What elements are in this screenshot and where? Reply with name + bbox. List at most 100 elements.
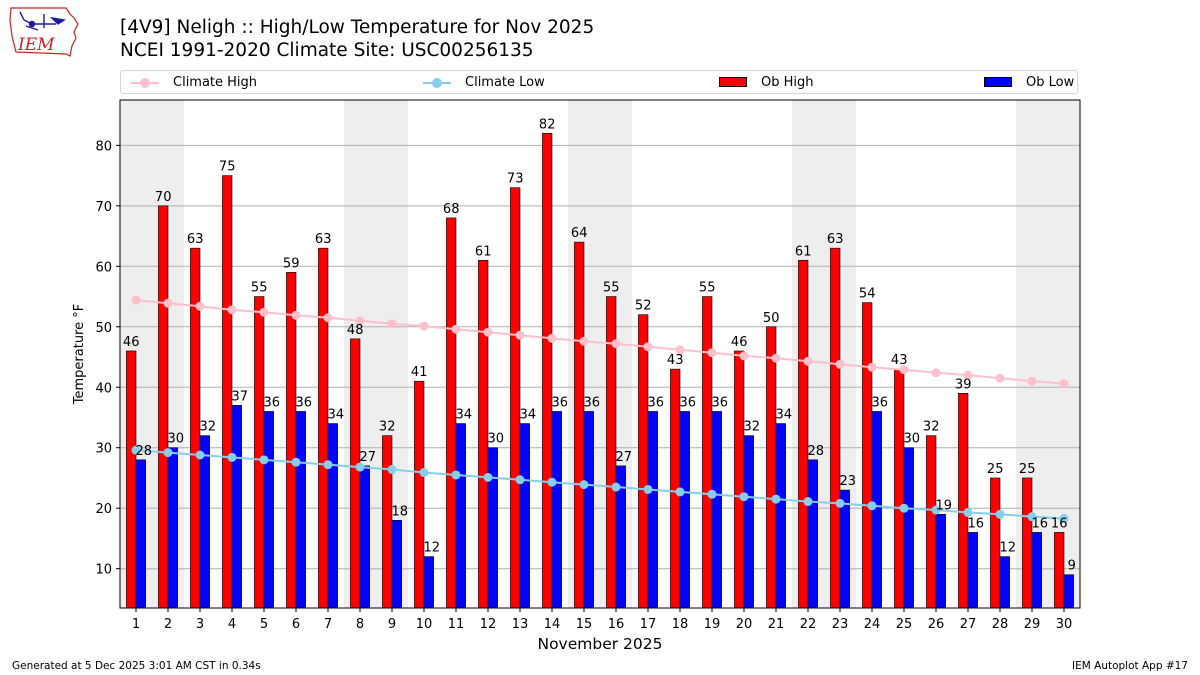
ob-low-bar [455,423,466,609]
ob-high-bar [830,247,841,609]
climate-low-point [227,452,237,462]
ob-high-value-label: 61 [795,244,812,259]
ob-high-value-label: 64 [571,226,588,241]
climate-low-point [803,497,813,507]
climate-high-point [515,330,525,340]
ob-low-value-label: 18 [392,504,409,519]
y-tick-label: 10 [95,563,112,578]
climate-high-point [547,333,557,343]
y-tick-label: 60 [95,260,112,275]
climate-low-point [515,475,525,485]
climate-low-point [643,484,653,494]
ob-low-value-label: 30 [904,432,921,447]
ob-high-value-label: 39 [955,377,972,392]
x-tick-label: 9 [388,617,396,632]
climate-low-point [355,462,365,472]
climate-high-point [163,298,173,308]
climate-high-point [483,327,493,337]
ob-high-bar [1054,532,1065,609]
x-tick-label: 30 [1056,617,1073,632]
climate-low-point [771,494,781,504]
climate-high-point [867,362,877,372]
climate-high-point [931,368,941,378]
ob-high-value-label: 41 [411,365,428,380]
climate-low-point [195,450,205,460]
x-tick-label: 8 [356,617,364,632]
x-tick-label: 6 [292,617,300,632]
ob-high-bar [798,259,809,609]
ob-high-value-label: 63 [827,232,844,247]
x-tick-label: 22 [800,617,817,632]
climate-high-point [195,301,205,311]
climate-low-point [419,468,429,478]
climate-high-point [451,324,461,334]
climate-high-point [227,305,237,315]
ob-high-bar [734,350,745,609]
ob-high-value-label: 25 [1019,462,1036,477]
climate-low-point [867,501,877,511]
ob-high-bar [286,272,297,609]
climate-low-point [739,492,749,502]
climate-low-point [675,487,685,497]
ob-low-bar [231,405,242,609]
climate-low-point [547,477,557,487]
climate-high-point [611,339,621,349]
x-tick-label: 27 [960,617,977,632]
ob-low-value-label: 28 [136,444,153,459]
climate-high-point [771,353,781,363]
iowa-outline [9,7,79,57]
climate-low-point [963,507,973,517]
x-tick-label: 28 [992,617,1009,632]
ob-low-value-label: 16 [1032,516,1049,531]
ob-high-bar [350,338,361,609]
ob-high-bar [766,326,777,609]
ob-high-bar [894,368,905,609]
climate-low-point [1027,512,1037,522]
ob-high-value-label: 55 [699,281,716,296]
ob-low-value-label: 32 [744,420,761,435]
legend-ob-high-label: Ob High [761,75,814,90]
x-tick-label: 2 [164,617,172,632]
climate-high-point [419,321,429,331]
ob-low-value-label: 28 [808,444,825,459]
climate-low-point [899,503,909,513]
ob-low-bar [1031,532,1042,609]
climate-high-marker-swatch [140,78,150,88]
climate-high-point [995,373,1005,383]
ob-high-bar [926,435,937,609]
logo-text: IEM [17,35,55,55]
ob-low-bar [423,556,434,609]
climate-high-point [1059,379,1069,389]
plot-frame [119,99,1081,609]
climate-low-point [163,448,173,458]
x-tick-label: 17 [640,617,657,632]
climate-low-point [451,470,461,480]
ob-high-bar [318,247,329,609]
ob-low-value-label: 12 [424,541,441,556]
x-tick-label: 12 [480,617,497,632]
x-tick-label: 1 [132,617,140,632]
climate-low-point [611,482,621,492]
ob-high-value-label: 63 [315,232,332,247]
x-tick-label: 15 [576,617,593,632]
ob-low-value-label: 36 [648,395,665,410]
ob-low-bar [679,411,690,609]
legend-climate-low-label: Climate Low [465,75,545,90]
ob-low-value-label: 36 [552,395,569,410]
ob-low-value-label: 37 [232,389,249,404]
ob-low-value-label: 32 [200,420,217,435]
ob-high-bar [158,205,169,609]
ob-low-value-label: 36 [296,395,313,410]
ob-high-bar [126,350,137,609]
ob-low-bar [1063,574,1074,609]
ob-high-value-label: 59 [283,256,300,271]
ob-high-value-label: 55 [251,281,268,296]
ob-low-value-label: 23 [840,474,857,489]
ob-low-value-label: 36 [680,395,697,410]
legend: Climate High Climate Low Ob High Ob Low [120,70,1078,94]
ob-low-value-label: 27 [360,450,377,465]
ob-low-value-label: 36 [872,395,889,410]
ob-low-value-label: 9 [1068,559,1076,574]
ob-low-value-label: 34 [456,408,473,423]
climate-high-point [963,370,973,380]
